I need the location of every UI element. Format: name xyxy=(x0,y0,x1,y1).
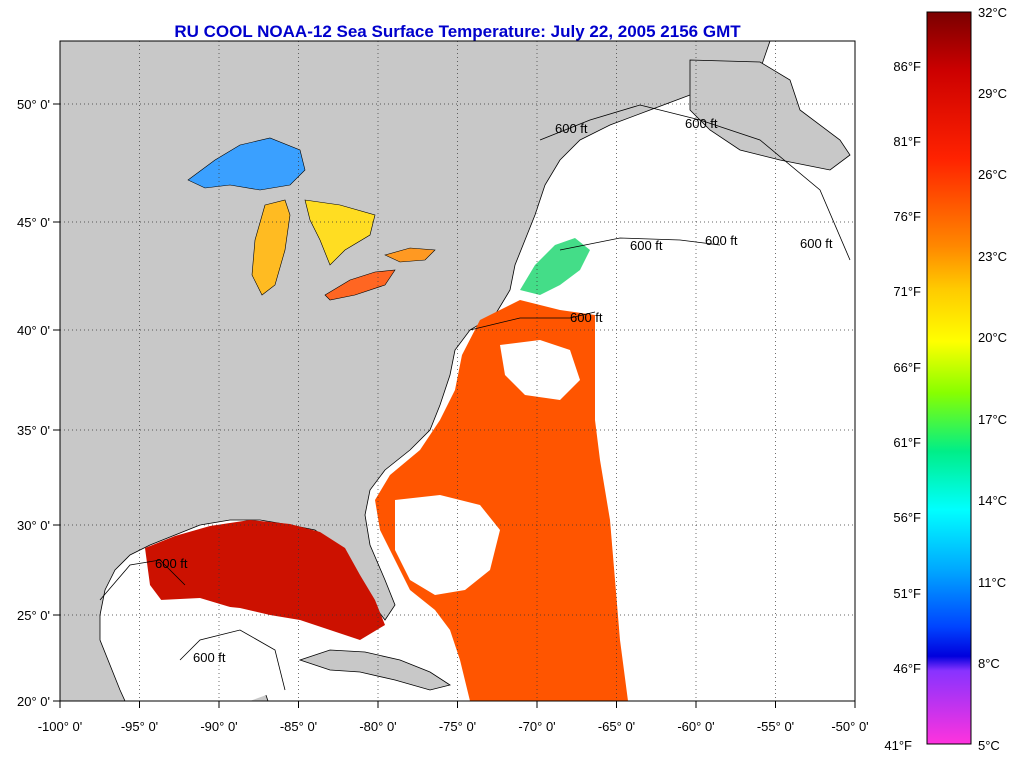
celsius-label: 32°C xyxy=(978,5,1007,20)
colorbar-fahrenheit-labels: 86°F 81°F 76°F 71°F 66°F 61°F 56°F 51°F … xyxy=(884,59,921,753)
contour-label: 600 ft xyxy=(630,238,663,253)
land-maritimes xyxy=(689,59,851,171)
celsius-label: 5°C xyxy=(978,738,1000,753)
fahrenheit-label: 71°F xyxy=(893,284,921,299)
fahrenheit-label: 76°F xyxy=(893,209,921,224)
lat-label: 20° 0' xyxy=(17,694,50,709)
celsius-label: 29°C xyxy=(978,86,1007,101)
lon-label: -75° 0' xyxy=(439,719,476,734)
colorbar-celsius-labels: 32°C 29°C 26°C 23°C 20°C 17°C 14°C 11°C … xyxy=(978,5,1007,753)
lon-label: -95° 0' xyxy=(121,719,158,734)
lake-huron xyxy=(304,199,376,266)
lat-label: 40° 0' xyxy=(17,323,50,338)
fahrenheit-label: 86°F xyxy=(893,59,921,74)
contour-label: 600 ft xyxy=(685,116,718,131)
axis-ticks xyxy=(53,103,856,708)
contour-label: 600 ft xyxy=(570,310,603,325)
gulf-sst xyxy=(145,520,385,640)
lon-label: -60° 0' xyxy=(677,719,714,734)
lon-label: -90° 0' xyxy=(200,719,237,734)
celsius-label: 17°C xyxy=(978,412,1007,427)
celsius-label: 20°C xyxy=(978,330,1007,345)
celsius-label: 14°C xyxy=(978,493,1007,508)
contour-label: 600 ft xyxy=(155,556,188,571)
lon-label: -100° 0' xyxy=(38,719,83,734)
fahrenheit-label: 66°F xyxy=(893,360,921,375)
fahrenheit-label: 41°F xyxy=(884,738,912,753)
celsius-label: 11°C xyxy=(978,575,1006,590)
contour-label: 600 ft xyxy=(800,236,833,251)
contour-label: 600 ft xyxy=(705,233,738,248)
lat-label: 45° 0' xyxy=(17,215,50,230)
graticule xyxy=(60,41,855,701)
latitude-labels: 50° 0' 45° 0' 40° 0' 35° 0' 30° 0' 25° 0… xyxy=(17,97,50,709)
lon-label: -85° 0' xyxy=(280,719,317,734)
gulf-cloud xyxy=(160,598,290,701)
map-title: RU COOL NOAA-12 Sea Surface Temperature:… xyxy=(174,22,741,41)
lon-label: -70° 0' xyxy=(518,719,555,734)
lat-label: 25° 0' xyxy=(17,608,50,623)
fahrenheit-label: 51°F xyxy=(893,586,921,601)
colorbar xyxy=(926,11,972,745)
fahrenheit-label: 56°F xyxy=(893,510,921,525)
celsius-label: 8°C xyxy=(978,656,1000,671)
land-cuba xyxy=(298,649,451,691)
cloud-patch xyxy=(395,495,500,595)
fahrenheit-label: 61°F xyxy=(893,435,921,450)
lake-michigan xyxy=(251,199,291,296)
lake-erie xyxy=(324,269,396,301)
land-north-america xyxy=(59,40,771,702)
lake-superior xyxy=(187,137,306,191)
lon-label: -65° 0' xyxy=(598,719,635,734)
gulf-of-maine-sst xyxy=(520,238,590,295)
fahrenheit-label: 46°F xyxy=(893,661,921,676)
lon-label: -80° 0' xyxy=(359,719,396,734)
contour-label: 600 ft xyxy=(555,121,588,136)
celsius-label: 26°C xyxy=(978,167,1007,182)
fahrenheit-label: 81°F xyxy=(893,134,921,149)
contour-labels: 600 ft 600 ft 600 ft 600 ft 600 ft 600 f… xyxy=(155,116,833,665)
lon-label: -55° 0' xyxy=(757,719,794,734)
isobath-contours xyxy=(99,104,851,691)
lat-label: 30° 0' xyxy=(17,518,50,533)
lon-label: -50° 0' xyxy=(831,719,868,734)
lat-label: 35° 0' xyxy=(17,423,50,438)
atlantic-sst xyxy=(375,300,628,701)
lake-ontario xyxy=(384,247,436,263)
longitude-labels: -100° 0' -95° 0' -90° 0' -85° 0' -80° 0'… xyxy=(38,719,869,734)
cloud-patch-north xyxy=(500,340,580,400)
lat-label: 50° 0' xyxy=(17,97,50,112)
contour-label: 600 ft xyxy=(193,650,226,665)
celsius-label: 23°C xyxy=(978,249,1007,264)
